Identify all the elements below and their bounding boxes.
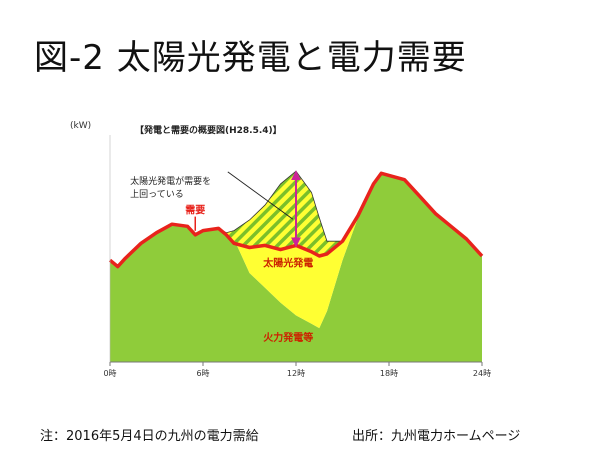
thermal-area xyxy=(110,173,482,362)
x-tick-label: 18時 xyxy=(380,369,398,378)
callout-line-2: 上回っている xyxy=(130,189,184,200)
callout-pointer xyxy=(227,171,294,220)
callout-line-1: 太陽光発電が需要を xyxy=(130,175,211,187)
solar-area xyxy=(110,173,482,329)
demand-label: 需要 xyxy=(185,205,205,217)
x-tick-label: 12時 xyxy=(287,369,305,378)
footnote-source: 出所：九州電力ホームページ xyxy=(352,429,521,444)
x-tick-label: 6時 xyxy=(196,369,209,378)
solar-label: 太陽光発電 xyxy=(262,257,313,270)
footnote-note: 注：2016年5月4日の九州の電力需給 xyxy=(40,429,259,444)
x-tick-label: 0時 xyxy=(103,369,116,378)
demand-line xyxy=(108,171,484,269)
y-axis-label: (kW) xyxy=(70,121,91,131)
thermal-label: 火力発電等 xyxy=(263,331,313,344)
x-tick-label: 24時 xyxy=(473,369,491,378)
chart-title: 【発電と需要の概要図(H28.5.4)】 xyxy=(135,124,282,136)
slide-title: 図-2 太陽光発電と電力需要 xyxy=(34,38,467,78)
